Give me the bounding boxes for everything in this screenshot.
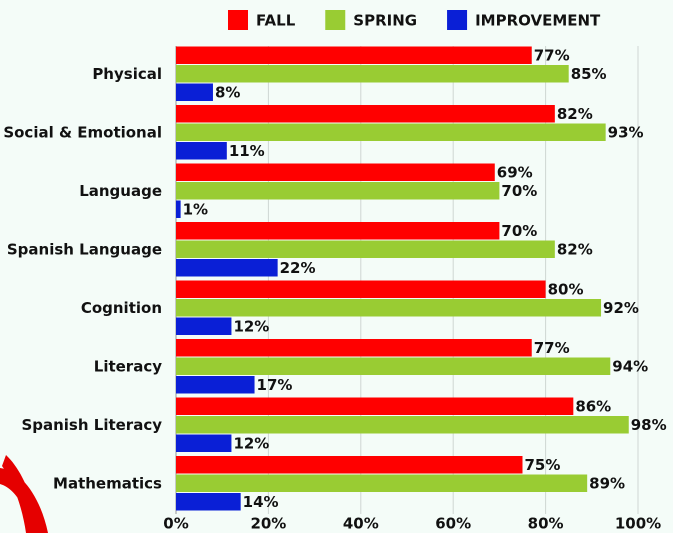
data-label: 82% xyxy=(557,240,593,258)
data-label: 1% xyxy=(183,200,208,218)
data-label: 70% xyxy=(501,182,537,200)
bar xyxy=(176,376,255,394)
data-label: 77% xyxy=(534,339,570,357)
data-label: 86% xyxy=(575,397,611,415)
y-tick-label: Cognition xyxy=(81,299,162,317)
bar xyxy=(176,280,546,298)
data-label: 94% xyxy=(612,357,648,375)
y-tick-label: Social & Emotional xyxy=(3,123,162,141)
bar xyxy=(176,434,232,452)
y-tick-label: Physical xyxy=(92,65,162,83)
data-label: 69% xyxy=(497,163,533,181)
y-tick-label: Spanish Language xyxy=(7,240,162,258)
data-label: 11% xyxy=(229,142,265,160)
data-label: 70% xyxy=(501,222,537,240)
data-label: 82% xyxy=(557,105,593,123)
bar xyxy=(176,456,523,474)
data-label: 92% xyxy=(603,299,639,317)
y-tick-label: Language xyxy=(79,182,162,200)
bar xyxy=(176,259,278,277)
bar xyxy=(176,357,611,375)
bar xyxy=(176,317,232,335)
data-label: 98% xyxy=(631,416,667,434)
bar xyxy=(176,83,213,101)
legend-swatch xyxy=(447,10,468,30)
bar xyxy=(176,416,629,434)
brush-stroke xyxy=(0,455,48,533)
legend-label: SPRING xyxy=(353,12,417,30)
bar xyxy=(176,65,569,83)
y-tick-label: Literacy xyxy=(94,357,162,375)
bar xyxy=(176,105,555,123)
data-label: 12% xyxy=(233,317,269,335)
bar xyxy=(176,46,532,64)
bar xyxy=(176,339,532,357)
legend-label: IMPROVEMENT xyxy=(475,12,601,30)
data-label: 75% xyxy=(525,456,561,474)
legend-swatch xyxy=(228,10,248,30)
x-tick-label: 0% xyxy=(163,515,188,533)
data-label: 80% xyxy=(548,280,584,298)
data-label: 77% xyxy=(534,46,570,64)
bar xyxy=(176,182,500,200)
data-label: 22% xyxy=(280,259,316,277)
data-label: 14% xyxy=(243,493,279,511)
data-label: 85% xyxy=(571,65,607,83)
y-tick-label: Mathematics xyxy=(53,474,162,492)
bar xyxy=(176,123,606,141)
bar xyxy=(176,397,574,415)
bar xyxy=(176,222,500,240)
x-tick-label: 60% xyxy=(435,515,471,533)
x-tick-label: 20% xyxy=(250,515,286,533)
x-tick-label: 100% xyxy=(615,515,661,533)
data-label: 17% xyxy=(257,376,293,394)
bar xyxy=(176,200,181,218)
bar xyxy=(176,142,227,160)
data-label: 8% xyxy=(215,83,240,101)
legend-label: FALL xyxy=(256,12,296,30)
x-tick-label: 80% xyxy=(528,515,564,533)
bar xyxy=(176,474,588,492)
bar xyxy=(176,299,602,317)
y-tick-label: Spanish Literacy xyxy=(21,416,162,434)
x-tick-label: 40% xyxy=(343,515,379,533)
legend-swatch xyxy=(325,10,346,30)
bar xyxy=(176,493,241,511)
data-label: 12% xyxy=(233,434,269,452)
bar xyxy=(176,163,495,181)
bar xyxy=(176,240,555,258)
data-label: 89% xyxy=(589,474,625,492)
data-label: 93% xyxy=(608,123,644,141)
